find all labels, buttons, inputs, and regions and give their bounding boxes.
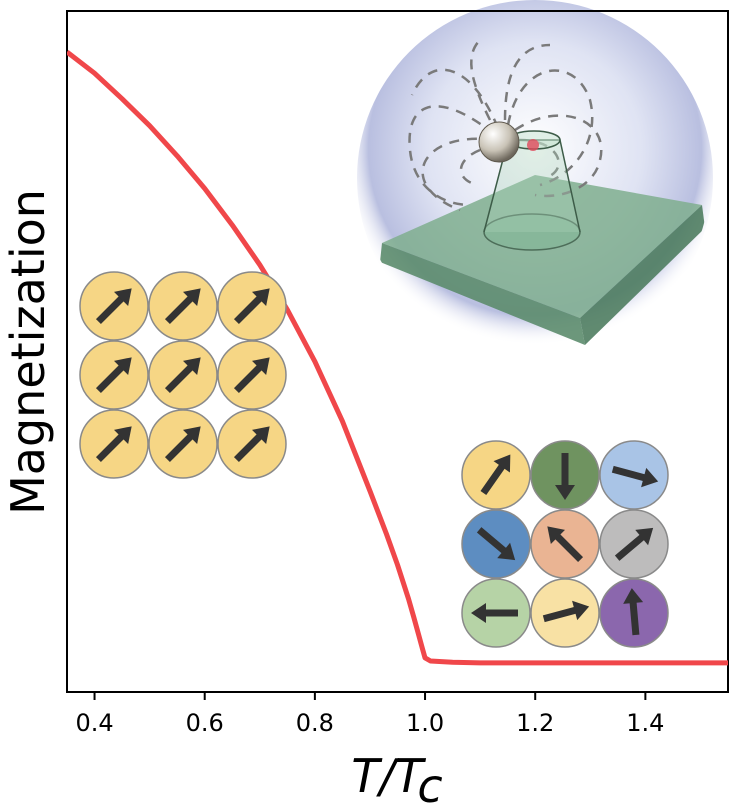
spin-arrow-head: [183, 288, 201, 306]
red-spot: [527, 139, 539, 151]
spin-arrow-shaft: [164, 431, 196, 463]
spin-arrow-head: [252, 426, 270, 444]
spin-arrow-head: [252, 357, 270, 375]
x-axis-ticks: 0.4 0.6 0.8 1.0 1.2 1.4: [75, 692, 664, 737]
sample-slab-front: [380, 243, 585, 345]
spin-arrow-head: [114, 426, 132, 444]
magnetization-curve: [67, 50, 728, 666]
spin-arrow-shaft: [233, 362, 265, 394]
spin-arrow-head: [183, 426, 201, 444]
spin-arrow-shaft: [480, 461, 507, 496]
spin-arrow-head: [635, 527, 654, 546]
magnetic-sphere: [478, 121, 520, 163]
x-tick-label: 0.6: [186, 709, 224, 737]
spin-arrow-shaft: [95, 362, 127, 394]
x-tick-label: 0.4: [75, 709, 113, 737]
spin-arrow-head: [114, 288, 132, 306]
spin-arrow-head: [623, 588, 644, 604]
spin-arrow-shaft: [233, 293, 265, 325]
spin-arrow-shaft: [552, 531, 584, 563]
x-axis-label-main: T/T: [351, 749, 427, 803]
spin-arrow-shaft: [611, 465, 649, 483]
disordered-spin-lattice: [461, 440, 669, 648]
spin-arrow-head: [497, 542, 516, 561]
x-axis-label: T/Tc: [351, 749, 442, 812]
plot-frame: [66, 10, 729, 693]
x-tick-label: 1.4: [626, 709, 664, 737]
spin-arrow-shaft: [629, 598, 640, 636]
spin-arrow-head: [641, 467, 659, 488]
magnetic-tip-illustration: [357, 0, 713, 356]
field-lines: [408, 39, 603, 212]
spin-arrow-head: [183, 357, 201, 375]
x-axis-label-subscript: c: [417, 759, 442, 812]
spin-arrow-head: [493, 454, 511, 473]
spin-arrow-head: [555, 485, 575, 500]
y-axis-label: Magnetization: [1, 189, 55, 515]
spin-arrow-head: [547, 526, 565, 544]
spin-arrow-head: [471, 603, 486, 623]
spin-arrow-head: [252, 288, 270, 306]
ordered-spin-lattice: [79, 271, 287, 479]
x-tick-label: 0.8: [296, 709, 334, 737]
x-tick-label: 1.0: [406, 709, 444, 737]
spin-arrow-head: [114, 357, 132, 375]
spin-arrow-head: [572, 600, 590, 621]
spin-arrow-shaft: [164, 362, 196, 394]
sample-slab-side: [580, 205, 705, 345]
spin-arrow-shaft: [614, 532, 647, 561]
spin-arrow-shaft: [542, 605, 580, 623]
spin-arrow-shaft: [233, 431, 265, 463]
spin-arrow-shaft: [164, 293, 196, 325]
spin-arrow-shaft: [476, 527, 509, 556]
x-tick-label: 1.2: [516, 709, 554, 737]
spin-arrow-shaft: [95, 293, 127, 325]
spin-arrow-shaft: [95, 431, 127, 463]
